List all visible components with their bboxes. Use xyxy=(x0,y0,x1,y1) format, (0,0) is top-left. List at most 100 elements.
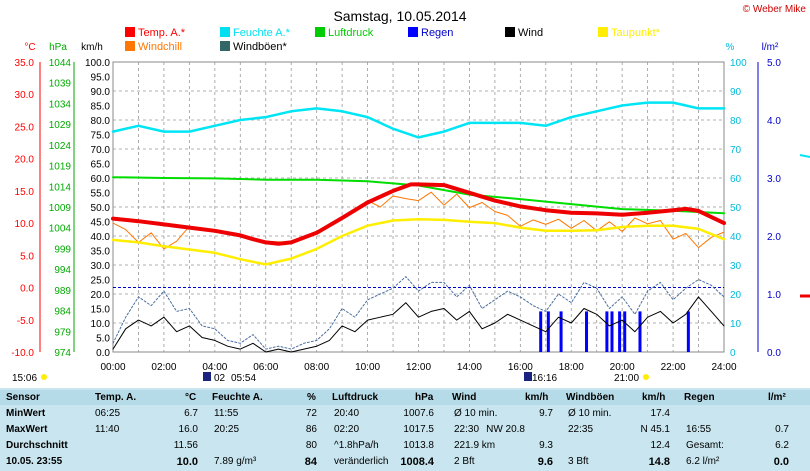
x-tick-label: 18:00 xyxy=(559,362,584,373)
table-row: 10.05. 23:55 10.0 7.89 g/m³ 84 veränderlich 1… xyxy=(0,454,810,469)
table-cell: 14.8 xyxy=(648,456,670,468)
legend-label: Feuchte A.* xyxy=(233,27,291,39)
moon-icon xyxy=(203,372,211,381)
tick-label-kmh: 20.0 xyxy=(91,290,111,301)
copyright-text: © Weber Mike xyxy=(743,4,807,15)
tick-label-kmh: 65.0 xyxy=(91,160,111,171)
tick-label-kmh: 15.0 xyxy=(91,305,111,316)
tick-label-kmh: 35.0 xyxy=(91,247,111,258)
table-cell: 1017.5 xyxy=(403,424,434,435)
tick-label-kmh: 45.0 xyxy=(91,218,111,229)
rain-bar xyxy=(559,311,563,352)
legend-swatch xyxy=(315,27,325,37)
table-cell: veränderlich xyxy=(334,456,389,467)
summary-table: Sensor Temp. A. °C Feuchte A. % Luftdruc… xyxy=(0,388,810,471)
x-tick-label: 06:00 xyxy=(253,362,278,373)
axes: °C hPa km/h% l/m² 35.0 30.0 25.0 20.0 15.0 10.0 5.… xyxy=(11,42,781,384)
event-label: 02 xyxy=(214,373,226,384)
table-cell: 1013.8 xyxy=(403,440,434,451)
rain-bar xyxy=(623,311,627,352)
x-tick-label: 16:00 xyxy=(508,362,533,373)
tick-label-kmh: 40.0 xyxy=(91,232,111,243)
legend-label: Windböen* xyxy=(233,41,288,53)
tick-label-hpa: 974 xyxy=(54,348,71,359)
tick-label-kmh: 60.0 xyxy=(91,174,111,185)
tick-label-hpa: 979 xyxy=(54,327,71,338)
tick-label-celsius: 15.0 xyxy=(15,187,35,198)
x-tick-label: 10:00 xyxy=(355,362,380,373)
tick-label-percent: 50 xyxy=(730,203,742,214)
tick-label-hpa: 1014 xyxy=(49,182,72,193)
legend: Temp. A.* Feuchte A.* Luftdruck Regen Wind Ta… xyxy=(125,27,661,53)
tick-label-lm2: 1.0 xyxy=(767,290,781,301)
tick-label-hpa: 1034 xyxy=(49,99,72,110)
axis-label-hpa: hPa xyxy=(49,42,67,53)
header-temp: Temp. A. xyxy=(95,392,137,403)
table-cell: 6.2 xyxy=(775,440,789,451)
table-cell: 10.0 xyxy=(176,456,198,468)
tick-label-percent: 20 xyxy=(730,290,742,301)
series-windben xyxy=(112,276,725,350)
tick-label-percent: 90 xyxy=(730,87,742,98)
tick-label-lm2: 3.0 xyxy=(767,174,781,185)
series-taupunkt xyxy=(111,217,726,266)
table-cell: 06:25 xyxy=(95,408,121,419)
table-cell: 16.0 xyxy=(178,424,198,435)
tick-label-percent: 60 xyxy=(730,174,742,185)
table-cell: 22:30 xyxy=(454,424,480,435)
tick-label-celsius: 30.0 xyxy=(15,90,35,101)
tick-label-celsius: 35.0 xyxy=(15,58,35,69)
series-wind xyxy=(112,296,725,353)
table-row: MaxWert 11:40 16.0 20:25 86 02:20 1017.5 22:30 N… xyxy=(0,422,810,437)
tick-label-hpa: 1024 xyxy=(49,141,72,152)
tick-label-kmh: 25.0 xyxy=(91,276,111,287)
rain-bar xyxy=(546,311,550,352)
table-cell: N 45.1 xyxy=(640,424,670,435)
offscreen-humidity-fragment xyxy=(799,154,810,158)
series-tempa xyxy=(111,182,726,246)
table-cell: 10.05. 23:55 xyxy=(6,456,63,467)
tick-label-kmh: 95.0 xyxy=(91,73,111,84)
tick-label-hpa: 999 xyxy=(54,244,71,255)
tick-label-percent: 100 xyxy=(730,58,747,69)
tick-label-celsius: 5.0 xyxy=(20,251,34,262)
axis-label-lm2: l/m² xyxy=(762,42,779,53)
x-tick-label: 04:00 xyxy=(202,362,227,373)
table-cell: 6.2 l/m² xyxy=(686,456,720,467)
x-tick-label: 08:00 xyxy=(304,362,329,373)
tick-label-celsius: 0.0 xyxy=(20,284,34,295)
table-cell: 11:55 xyxy=(214,408,239,419)
tick-label-hpa: 1029 xyxy=(49,120,72,131)
tick-label-kmh: 0.0 xyxy=(96,348,110,359)
x-tick-label: 14:00 xyxy=(457,362,482,373)
moon-icon xyxy=(524,372,532,381)
tick-label-lm2: 2.0 xyxy=(767,232,781,243)
table-cell: 9.3 xyxy=(539,440,553,451)
tick-label-celsius: 10.0 xyxy=(15,219,35,230)
x-tick-label: 12:00 xyxy=(406,362,431,373)
table-cell: 22:35 xyxy=(568,424,594,435)
table-cell: 9.6 xyxy=(537,456,553,468)
tick-label-kmh: 75.0 xyxy=(91,131,111,142)
table-cell: 12.4 xyxy=(650,440,670,451)
table-cell: 1007.6 xyxy=(403,408,434,419)
event-label: 05:54 xyxy=(231,373,256,384)
axis-label-kmh: km/h xyxy=(81,42,103,53)
table-cell: 9.7 xyxy=(539,408,553,419)
sun-icon xyxy=(643,374,649,380)
tick-label-percent: 0 xyxy=(730,348,736,359)
tick-label-kmh: 85.0 xyxy=(91,102,111,113)
legend-label: Windchill xyxy=(138,41,182,53)
rain-bar xyxy=(585,311,589,352)
table-cell: 6.7 xyxy=(184,408,198,419)
table-cell: 86 xyxy=(305,424,317,435)
table-cell: ^1.8hPa/h xyxy=(334,440,379,451)
series-feuchtea xyxy=(111,101,726,139)
table-header-row: Sensor Temp. A. °C Feuchte A. % Luftdruc… xyxy=(0,390,810,405)
x-tick-label: 20:00 xyxy=(610,362,635,373)
legend-swatch xyxy=(505,27,515,37)
plot-area xyxy=(111,101,810,353)
tick-label-kmh: 100.0 xyxy=(85,58,110,69)
tick-label-hpa: 984 xyxy=(54,307,71,318)
tick-label-percent: 10 xyxy=(730,319,742,330)
